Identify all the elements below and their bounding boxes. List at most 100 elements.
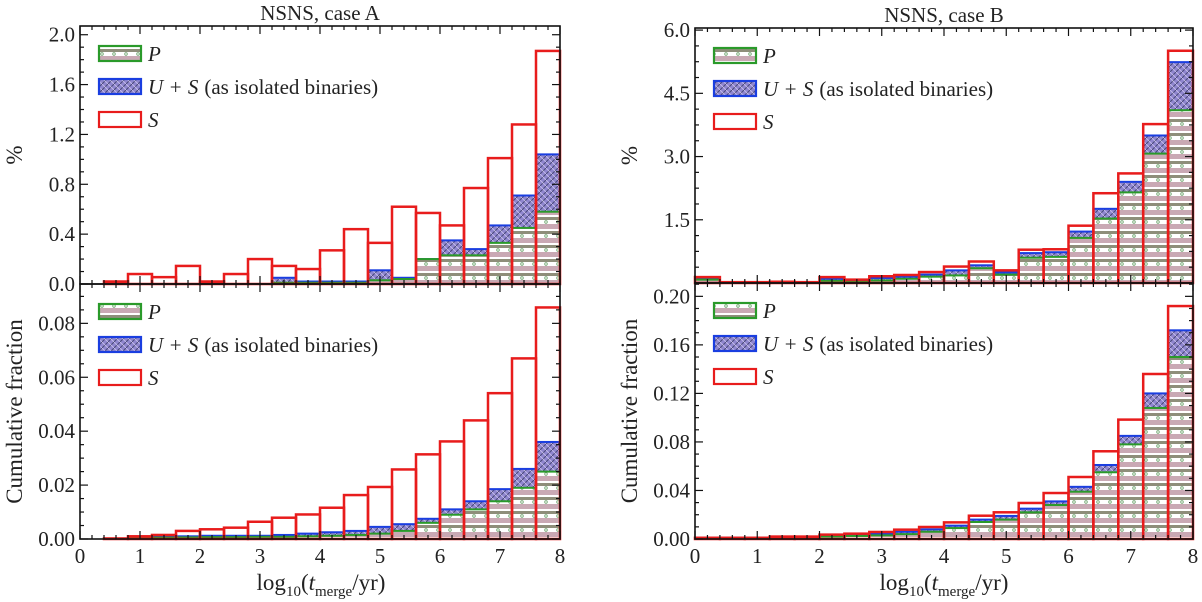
x-tick-label: 6: [435, 544, 446, 568]
y-axis-label: %: [2, 145, 27, 164]
legend-label-s: S: [763, 365, 774, 389]
bar-p: [511, 226, 537, 285]
panel-title: NSNS, case B: [884, 3, 1004, 27]
bar-p: [1117, 443, 1145, 540]
x-tick-label: 5: [375, 544, 386, 568]
bar-p: [511, 486, 537, 541]
bar-p: [439, 254, 465, 285]
bar-p: [1142, 152, 1170, 284]
legend-label-us: U + S (as isolated binaries): [148, 75, 378, 99]
y-axis-label: %: [617, 146, 642, 165]
legend-swatch-p: [97, 44, 143, 63]
legend: P U + S (as isolated binaries) S: [712, 299, 993, 389]
legend-label-p: P: [147, 42, 161, 66]
legend-swatch-s: [97, 368, 143, 387]
y-tick-label: 0.08: [38, 311, 75, 335]
legend-swatch-p: [712, 301, 758, 320]
bar-s: [390, 205, 418, 286]
y-axis-label: Cumulative fraction: [617, 318, 642, 503]
y-tick-label: 0.20: [653, 284, 690, 308]
bar-p: [1067, 236, 1095, 285]
bar-p: [1092, 471, 1120, 540]
y-tick-label: 6.0: [664, 18, 690, 42]
bar-p: [463, 508, 489, 541]
legend-label-s: S: [148, 366, 159, 390]
bar-s: [342, 227, 370, 286]
legend-label-p: P: [762, 44, 776, 68]
legend: P U + S (as isolated binaries) S: [97, 300, 378, 390]
y-tick-label: 0.16: [653, 333, 690, 357]
panel-0: 0.0 0.4 0.8 1.2 1.6 2.0% NSNS, case A P U + S (as…: [2, 1, 562, 296]
x-tick-label: 2: [195, 544, 206, 568]
y-tick-label: 3.0: [664, 145, 690, 169]
bar-p: [1167, 356, 1194, 541]
x-axis-label: log10(tmerge/yr): [257, 570, 386, 600]
y-tick-label: 0.8: [49, 172, 75, 196]
bar-p: [535, 470, 561, 540]
x-tick-label: 3: [255, 544, 266, 568]
y-tick-label: 0.00: [653, 527, 690, 551]
bar-p: [463, 254, 489, 285]
x-tick-label: 2: [814, 544, 825, 568]
x-tick-label: 7: [495, 544, 506, 568]
x-axis-label-b: log10(tmerge/yr): [880, 570, 1009, 600]
x-tick-label: 5: [1001, 544, 1012, 568]
bar-p: [1017, 511, 1045, 540]
svg-text:log10(tmerge/yr): log10(tmerge/yr): [880, 570, 1009, 600]
legend-swatch-s: [712, 367, 758, 386]
bar-p: [535, 210, 561, 285]
x-tick-label: 8: [1188, 544, 1199, 568]
bar-p: [1117, 191, 1145, 285]
bar-p: [1092, 217, 1120, 284]
y-tick-label: 2.0: [49, 23, 75, 47]
y-tick-label: 1.6: [49, 73, 75, 97]
y-tick-label: 0.06: [38, 365, 75, 389]
y-axis-label: Cumulative fraction: [2, 319, 27, 504]
y-tick-label: 0.0: [49, 272, 75, 296]
legend-swatch-s: [97, 110, 143, 129]
y-tick-label: 0.12: [653, 381, 690, 405]
legend-swatch-p: [712, 46, 758, 65]
x-tick-label: 0: [75, 544, 86, 568]
legend-label-us: U + S (as isolated binaries): [148, 333, 378, 357]
legend: P U + S (as isolated binaries) S: [712, 44, 993, 134]
panel-2: 0 1 2 3 4 5 6 7 8 0.00 0.02 0.04 0.06 0.08 Cumulative …: [2, 283, 566, 568]
y-tick-label: 4.5: [664, 81, 690, 105]
legend-swatch-p: [97, 302, 143, 321]
panel-1: 1.5 3.0 4.5 6.0% NSNS, case B P U + S (as isola…: [617, 3, 1195, 285]
legend-swatch-us: [97, 77, 143, 96]
x-tick-label: 1: [752, 544, 763, 568]
y-tick-label: 0.4: [49, 222, 76, 246]
legend-label-p: P: [762, 299, 776, 323]
x-tick-label: 1: [135, 544, 146, 568]
legend-label-s: S: [148, 108, 159, 132]
bar-p: [1167, 109, 1194, 285]
panel-title: NSNS, case A: [260, 1, 380, 25]
panel-3: 0 1 2 3 4 5 6 7 8 0.00 0.04 0.08 0.12 0.16 0.20 Cumulat…: [617, 282, 1199, 568]
y-tick-label: 1.2: [49, 122, 75, 146]
x-tick-label: 4: [315, 544, 326, 568]
bar-s: [318, 249, 346, 286]
x-tick-label: 8: [555, 544, 566, 568]
y-tick-label: 0.02: [38, 473, 75, 497]
legend-label-s: S: [763, 110, 774, 134]
legend-swatch-us: [712, 334, 758, 353]
svg-text:log10(tmerge/yr): log10(tmerge/yr): [257, 570, 386, 600]
legend-swatch-us: [97, 335, 143, 354]
legend-swatch-s: [712, 112, 758, 131]
x-tick-label: 0: [690, 544, 701, 568]
y-tick-label: 0.04: [653, 478, 690, 502]
bar-p: [1067, 490, 1095, 540]
x-tick-label: 4: [939, 544, 950, 568]
x-tick-label: 6: [1063, 544, 1074, 568]
y-tick-label: 0.00: [38, 527, 75, 551]
y-tick-label: 1.5: [664, 208, 690, 232]
legend-swatch-us: [712, 79, 758, 98]
bar-p: [1042, 504, 1070, 541]
bar-p: [1142, 406, 1170, 540]
x-tick-label: 3: [877, 544, 888, 568]
x-tick-label: 7: [1126, 544, 1137, 568]
legend-label-us: U + S (as isolated binaries): [763, 332, 993, 356]
y-tick-label: 0.08: [653, 430, 690, 454]
